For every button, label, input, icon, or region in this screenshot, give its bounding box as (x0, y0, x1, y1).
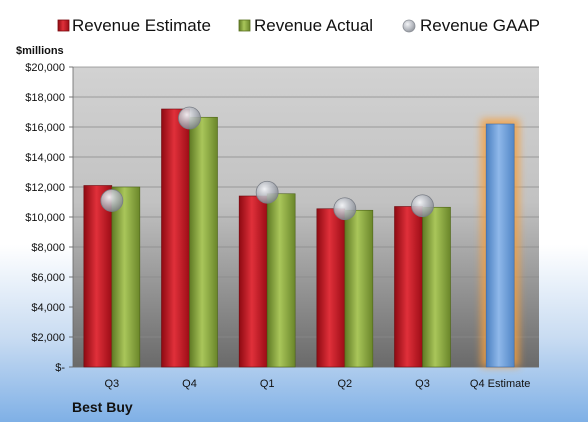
y-axis-ticks: $- $2,000 $4,000 $6,000 $8,000 $10,000 $12,000… (25, 62, 539, 374)
bar-revenue-actual (111, 186, 141, 368)
y-tick-label: $8,000 (31, 242, 65, 254)
bar-revenue-forecast (485, 123, 515, 368)
bar-revenue-estimate (161, 108, 190, 368)
x-tick-label: Q3 (415, 378, 430, 390)
x-axis-ticks: Q3 Q4 Q1 Q2 Q3 Q4 Estimate (104, 378, 530, 390)
y-tick-label: $16,000 (25, 122, 65, 134)
y-tick-label: $- (55, 362, 65, 374)
y-tick-label: $6,000 (31, 272, 65, 284)
y-tick-label: $20,000 (25, 62, 65, 74)
bar-revenue-actual (344, 209, 374, 368)
bar-revenue-estimate (316, 208, 346, 368)
x-tick-label: Q3 (104, 378, 119, 390)
legend-label-gaap: Revenue GAAP (420, 16, 540, 35)
legend-swatch-estimate (57, 19, 70, 32)
marker-revenue-gaap (100, 189, 124, 212)
legend-item-gaap: Revenue GAAP (402, 16, 540, 35)
bar-revenue-actual (189, 116, 218, 368)
bar-revenue-actual (422, 206, 451, 368)
bar-revenue-estimate (394, 206, 423, 368)
bar-revenue-actual (266, 193, 296, 368)
legend-item-actual: Revenue Actual (238, 16, 373, 35)
bar-revenue-estimate (238, 195, 268, 368)
company-label: Best Buy (72, 399, 133, 415)
marker-revenue-gaap (411, 194, 434, 218)
x-tick-label: Q2 (337, 378, 352, 390)
gaap-markers (100, 106, 434, 221)
x-tick-label: Q4 (182, 378, 197, 390)
y-tick-label: $14,000 (25, 152, 65, 164)
marker-revenue-gaap (333, 197, 357, 221)
legend-swatch-actual (238, 19, 251, 32)
legend-label-estimate: Revenue Estimate (72, 16, 211, 35)
gridlines (73, 66, 539, 368)
marker-revenue-gaap (255, 180, 279, 204)
legend-label-actual: Revenue Actual (254, 16, 373, 35)
legend-marker-gaap (402, 19, 416, 33)
bars (83, 108, 520, 368)
legend-item-estimate: Revenue Estimate (57, 16, 211, 35)
marker-revenue-gaap (178, 106, 201, 130)
bar-revenue-estimate (83, 185, 113, 368)
y-unit-label: $millions (16, 45, 64, 57)
y-tick-label: $18,000 (25, 92, 65, 104)
x-tick-label: Q4 Estimate (470, 378, 531, 390)
y-tick-label: $2,000 (31, 332, 65, 344)
x-tick-label: Q1 (260, 378, 275, 390)
y-tick-label: $4,000 (31, 302, 65, 314)
legend: Revenue Estimate Revenue Actual Revenue … (57, 16, 540, 35)
y-tick-label: $12,000 (25, 182, 65, 194)
y-tick-label: $10,000 (25, 212, 65, 224)
